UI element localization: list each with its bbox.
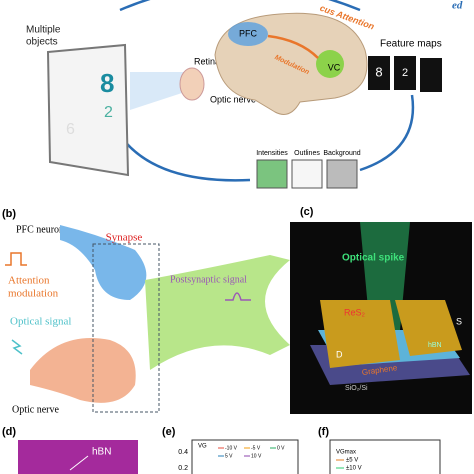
pulse-icon bbox=[5, 252, 27, 266]
legend-label: 0 V bbox=[277, 445, 285, 451]
digit: 6 bbox=[66, 121, 75, 138]
legend-label: -10 V bbox=[225, 445, 238, 451]
map-background bbox=[326, 159, 358, 189]
legend-label: ±10 V bbox=[346, 466, 362, 472]
res2-label: ReS₂ bbox=[344, 307, 366, 317]
retina-label: Retina bbox=[194, 56, 220, 66]
plot-frame bbox=[191, 439, 299, 474]
pfc-region bbox=[228, 22, 268, 46]
optic-nerve-label: Optic nerve bbox=[210, 94, 256, 104]
light-icon bbox=[11, 339, 23, 355]
feature-map bbox=[394, 56, 416, 90]
synapse-label: Synapse bbox=[106, 232, 143, 244]
screen bbox=[46, 43, 130, 177]
map-label: Outlines bbox=[294, 150, 320, 157]
map-label: Intensities bbox=[256, 150, 288, 157]
postsynaptic-neuron bbox=[145, 255, 290, 370]
signal-icon bbox=[225, 292, 251, 301]
attention-label: Attention bbox=[8, 275, 50, 287]
legend-label: ±5 V bbox=[346, 458, 358, 464]
hbn-label: hBN bbox=[428, 342, 442, 349]
source-label: S bbox=[456, 316, 462, 326]
legend: ±5 V ±10 V bbox=[336, 458, 362, 472]
pfc-neuron bbox=[60, 225, 147, 300]
panel-label: (c) bbox=[300, 206, 314, 218]
objects-label: Multiple bbox=[26, 25, 61, 36]
vc-region bbox=[316, 50, 344, 78]
micrograph bbox=[18, 440, 138, 474]
map-label: Background bbox=[323, 150, 360, 157]
legend-label: 5 V bbox=[225, 453, 233, 459]
legend: -10 V -5 V 0 V 5 V 10 V bbox=[218, 445, 285, 459]
digit: 8 bbox=[100, 68, 114, 98]
light-cone bbox=[130, 72, 185, 110]
legend-label: -5 V bbox=[251, 445, 261, 451]
map-intensity bbox=[256, 159, 288, 189]
eye bbox=[179, 67, 205, 101]
vc-label: VC bbox=[328, 62, 341, 72]
pfc-neuron-label: PFC neuron bbox=[16, 224, 64, 235]
source-contact bbox=[395, 300, 462, 356]
feature-map bbox=[420, 58, 442, 92]
pointer bbox=[69, 455, 89, 471]
drain-label: D bbox=[336, 349, 343, 359]
substrate-label: SiO₂/Si bbox=[345, 385, 368, 392]
drain-contact bbox=[320, 300, 400, 368]
plot-frame bbox=[329, 439, 441, 474]
optic-neuron bbox=[30, 338, 136, 403]
hbn-label: hBN bbox=[92, 447, 111, 458]
panel-label: (f) bbox=[318, 426, 329, 438]
objects-label: objects bbox=[26, 37, 58, 48]
panel-label: (b) bbox=[2, 208, 16, 220]
legend-title: VG bbox=[198, 444, 207, 450]
panel-label: (d) bbox=[2, 426, 16, 438]
optic-nerve-label: Optic nerve bbox=[12, 404, 59, 415]
feature-map bbox=[368, 56, 390, 90]
optical-signal-label: Optical signal bbox=[10, 316, 71, 328]
partial-label: ed bbox=[452, 0, 463, 12]
pfc-label: PFC bbox=[239, 28, 258, 38]
map-outline bbox=[291, 159, 323, 189]
map-digit: 8 bbox=[375, 64, 382, 79]
optical-spike-label: Optical spike bbox=[342, 253, 405, 264]
feature-maps-label: Feature maps bbox=[380, 39, 442, 50]
synapse-box bbox=[92, 243, 160, 413]
legend-label: 10 V bbox=[251, 453, 262, 459]
cycle-arrow bbox=[108, 117, 251, 182]
y-tick-label: 0.4 bbox=[178, 449, 188, 456]
legend-title: VGmax bbox=[336, 450, 356, 456]
modulation-arrow bbox=[267, 34, 319, 59]
map-digit: 2 bbox=[402, 67, 408, 79]
y-tick-label: 0.2 bbox=[178, 465, 188, 472]
attention-label: modulation bbox=[8, 288, 59, 300]
digit: 2 bbox=[104, 104, 113, 121]
panel-label: (e) bbox=[162, 426, 176, 438]
cycle-arrow bbox=[359, 94, 415, 172]
postsynaptic-label: Postsynaptic signal bbox=[170, 274, 247, 285]
